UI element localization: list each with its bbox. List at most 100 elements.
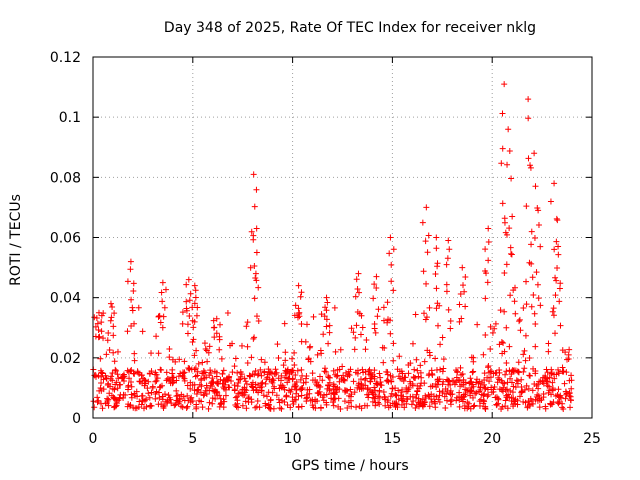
data-point <box>297 293 304 300</box>
data-point <box>173 377 180 384</box>
data-point <box>298 385 305 392</box>
data-point <box>481 376 488 383</box>
data-point <box>191 352 198 359</box>
data-point <box>251 334 258 341</box>
data-point <box>446 246 453 253</box>
data-point <box>126 375 133 382</box>
data-point <box>443 390 450 397</box>
data-point <box>98 400 105 407</box>
data-point <box>99 405 106 412</box>
data-point <box>111 358 118 365</box>
data-point <box>426 352 433 359</box>
x-axis-label: GPS time / hours <box>291 458 408 474</box>
data-point <box>501 215 508 222</box>
data-point <box>194 304 201 311</box>
data-point <box>271 370 278 377</box>
data-point <box>109 385 116 392</box>
data-point <box>192 365 199 372</box>
data-point <box>198 383 205 390</box>
data-point <box>283 368 290 375</box>
data-point <box>429 383 436 390</box>
data-point <box>447 317 454 324</box>
data-point <box>295 282 302 289</box>
data-point <box>114 371 121 378</box>
data-point <box>330 381 337 388</box>
data-point <box>158 401 165 408</box>
data-point <box>562 388 569 395</box>
data-point <box>128 394 135 401</box>
data-point <box>485 238 492 245</box>
data-point <box>518 376 525 383</box>
data-point <box>522 399 529 406</box>
data-point <box>417 398 424 405</box>
data-point <box>561 380 568 387</box>
data-point <box>111 386 118 393</box>
data-point <box>92 333 99 340</box>
data-point <box>184 330 191 337</box>
data-point <box>241 375 248 382</box>
data-point <box>420 268 427 275</box>
data-point <box>523 203 530 210</box>
data-point <box>297 376 304 383</box>
data-point <box>433 285 440 292</box>
data-point <box>278 405 285 412</box>
data-point <box>330 399 337 406</box>
data-point <box>376 370 383 377</box>
data-point <box>506 367 513 374</box>
data-point <box>552 330 559 337</box>
data-point <box>342 369 349 376</box>
data-point <box>266 405 273 412</box>
data-point <box>152 390 159 397</box>
data-point <box>503 360 510 367</box>
data-point <box>447 381 454 388</box>
data-point <box>387 234 394 241</box>
data-point <box>418 380 425 387</box>
data-point <box>387 402 394 409</box>
data-point <box>510 395 517 402</box>
data-point <box>477 396 484 403</box>
data-point <box>433 305 440 312</box>
data-point <box>359 366 366 373</box>
data-point <box>330 390 337 397</box>
data-point <box>352 293 359 300</box>
data-point <box>439 334 446 341</box>
data-point <box>395 396 402 403</box>
data-point <box>445 306 452 313</box>
data-point <box>504 405 511 412</box>
data-point <box>399 386 406 393</box>
data-point <box>152 378 159 385</box>
data-point <box>161 304 168 311</box>
data-point <box>396 353 403 360</box>
data-point <box>199 359 206 366</box>
data-point <box>473 389 480 396</box>
data-point <box>492 394 499 401</box>
data-point <box>412 405 419 412</box>
data-point <box>169 366 176 373</box>
data-point <box>443 281 450 288</box>
data-point <box>455 376 462 383</box>
data-point <box>392 385 399 392</box>
data-point <box>216 403 223 410</box>
data-point <box>314 351 321 358</box>
data-point <box>157 366 164 373</box>
data-point <box>260 392 267 399</box>
data-point <box>476 388 483 395</box>
data-point <box>106 390 113 397</box>
data-point <box>267 396 274 403</box>
data-point <box>231 387 238 394</box>
data-point <box>426 304 433 311</box>
data-point <box>278 372 285 379</box>
data-point <box>124 328 131 335</box>
x-tick-label: 0 <box>89 431 98 447</box>
data-point <box>176 356 183 363</box>
data-point <box>200 368 207 375</box>
data-point <box>179 309 186 316</box>
data-point <box>515 369 522 376</box>
data-point <box>358 380 365 387</box>
data-point <box>255 389 262 396</box>
data-point <box>343 387 350 394</box>
data-point <box>507 292 514 299</box>
data-point <box>462 303 469 310</box>
data-point <box>350 329 357 336</box>
data-point <box>534 281 541 288</box>
